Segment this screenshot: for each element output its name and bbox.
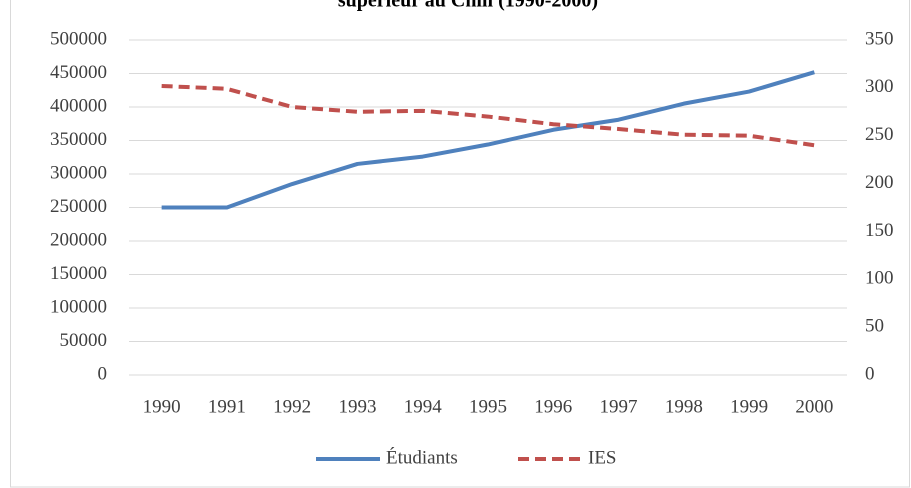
y-tick-label: 500000	[50, 28, 107, 49]
x-tick-label: 1991	[208, 396, 246, 417]
y2-tick-label: 200	[865, 172, 894, 193]
x-tick-label: 1990	[143, 396, 181, 417]
y-tick-label: 250000	[50, 196, 107, 217]
legend-label: Étudiants	[386, 446, 458, 468]
y-tick-label: 400000	[50, 95, 107, 116]
y-tick-label: 350000	[50, 129, 107, 150]
x-tick-label: 2000	[795, 396, 833, 417]
y-tick-label: 0	[98, 363, 108, 384]
y-tick-label: 200000	[50, 229, 107, 250]
y-tick-label: 450000	[50, 62, 107, 83]
x-tick-label: 1996	[534, 396, 572, 417]
y2-tick-label: 300	[865, 76, 894, 97]
y-tick-label: 300000	[50, 162, 107, 183]
series-line	[161, 83, 815, 148]
y2-tick-label: 0	[865, 363, 875, 384]
y2-tick-label: 350	[865, 28, 894, 49]
chart-border	[10, 0, 910, 488]
x-tick-label: 1993	[338, 396, 376, 417]
y2-tick-label: 100	[865, 268, 894, 289]
chart-title: supérieur au Chili (1990-2000)	[338, 0, 598, 12]
y-tick-label: 50000	[60, 330, 108, 351]
series-line	[161, 70, 815, 210]
y-tick-label: 150000	[50, 263, 107, 284]
x-tick-label: 1995	[469, 396, 507, 417]
x-tick-label: 1999	[730, 396, 768, 417]
y-tick-label: 100000	[50, 296, 107, 317]
legend-label: IES	[588, 447, 617, 468]
x-tick-label: 1992	[273, 396, 311, 417]
x-tick-label: 1998	[665, 396, 703, 417]
x-tick-label: 1994	[404, 396, 443, 417]
y2-tick-label: 150	[865, 220, 894, 241]
x-tick-label: 1997	[600, 396, 638, 417]
y2-tick-label: 50	[865, 316, 884, 337]
y2-tick-label: 250	[865, 124, 894, 145]
